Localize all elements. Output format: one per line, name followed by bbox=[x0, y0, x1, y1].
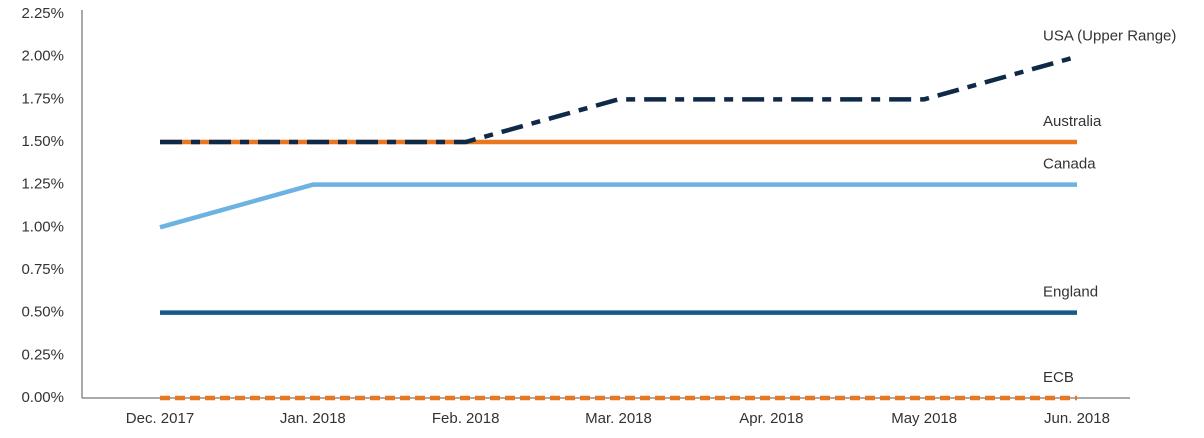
y-tick-label: 2.00% bbox=[21, 48, 64, 65]
x-tick-label: Feb. 2018 bbox=[432, 410, 500, 427]
y-tick-label: 0.50% bbox=[21, 304, 64, 321]
series-label: USA (Upper Range) bbox=[1043, 28, 1176, 45]
y-tick-label: 1.00% bbox=[21, 218, 64, 235]
y-tick-label: 0.25% bbox=[21, 346, 64, 363]
x-tick-label: Mar. 2018 bbox=[585, 410, 652, 427]
x-tick-label: Apr. 2018 bbox=[739, 410, 803, 427]
y-tick-label: 0.75% bbox=[21, 261, 64, 278]
series-label: ECB bbox=[1043, 369, 1074, 386]
y-tick-label: 1.25% bbox=[21, 176, 64, 193]
y-tick-label: 1.50% bbox=[21, 133, 64, 150]
series-label: Canada bbox=[1043, 156, 1096, 173]
series-line bbox=[159, 182, 1077, 230]
series-label: Australia bbox=[1043, 113, 1102, 130]
y-tick-label: 2.25% bbox=[21, 5, 64, 22]
x-tick-label: Dec. 2017 bbox=[126, 410, 194, 427]
x-tick-label: May 2018 bbox=[891, 410, 957, 427]
x-tick-label: Jun. 2018 bbox=[1044, 410, 1110, 427]
y-tick-label: 0.00% bbox=[21, 389, 64, 406]
x-tick-label: Jan. 2018 bbox=[280, 410, 346, 427]
series-line bbox=[160, 54, 1078, 145]
series-label: England bbox=[1043, 284, 1098, 301]
y-tick-label: 1.75% bbox=[21, 90, 64, 107]
